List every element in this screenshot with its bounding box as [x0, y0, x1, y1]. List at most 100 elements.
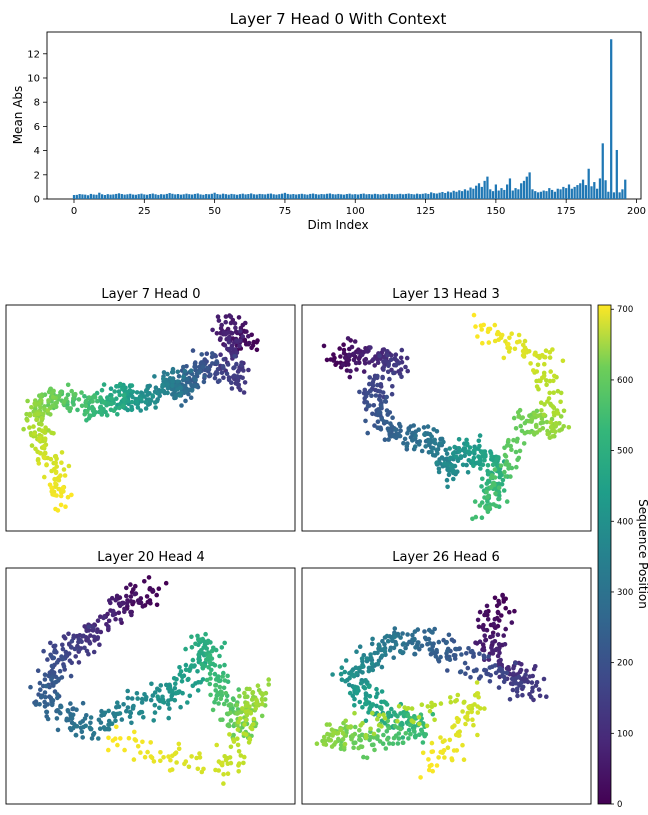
scatter-point: [455, 719, 461, 724]
scatter-point: [106, 735, 111, 741]
bar: [244, 194, 247, 199]
scatter-point: [21, 426, 26, 432]
bar: [221, 193, 225, 199]
scatter-point: [496, 685, 502, 690]
scatter-point: [468, 675, 473, 680]
scatter-point: [128, 599, 134, 604]
scatter-point: [73, 391, 78, 397]
scatter-point: [368, 345, 373, 350]
bar: [435, 193, 438, 199]
scatter-point: [381, 419, 387, 424]
scatter-point: [39, 422, 44, 427]
scatter-point: [107, 598, 112, 603]
scatter-point: [402, 436, 408, 442]
scatter-point: [524, 668, 529, 674]
scatter-point: [362, 387, 368, 393]
bar: [72, 195, 76, 199]
bar: [486, 176, 489, 199]
scatter-point: [391, 655, 397, 660]
scatter-point: [443, 447, 449, 453]
bar: [219, 194, 222, 199]
scatter-point: [534, 424, 539, 430]
bar: [213, 192, 216, 199]
bar: [494, 184, 497, 199]
panel-title-2: Layer 13 Head 3: [392, 287, 499, 302]
scatter-point: [551, 390, 556, 396]
scatter-point: [98, 408, 103, 414]
scatter-point: [365, 390, 371, 396]
scatter-point: [148, 398, 154, 403]
scatter-point: [241, 760, 246, 766]
scatter-point: [148, 697, 154, 703]
scatter-point: [244, 329, 249, 334]
scatter-point: [188, 395, 194, 401]
scatter-point: [341, 350, 347, 356]
scatter-point: [150, 393, 155, 398]
scatter-point: [224, 371, 230, 377]
x-tick-label: 200: [627, 206, 646, 217]
scatter-point: [548, 420, 553, 425]
scatter-point: [426, 767, 432, 773]
scatter-point: [95, 629, 100, 635]
scatter-point: [148, 740, 153, 745]
scatter-point: [128, 582, 133, 587]
scatter-point: [55, 508, 61, 513]
scatter-point: [462, 660, 468, 666]
bar: [520, 183, 523, 199]
bar: [610, 39, 613, 200]
scatter-point: [220, 760, 225, 766]
scatter-point: [260, 701, 265, 707]
scatter-point: [99, 387, 105, 393]
scatter-point: [314, 741, 320, 746]
scatter-point: [87, 639, 92, 644]
scatter-point: [109, 721, 115, 726]
scatter-point: [114, 396, 119, 402]
colorbar-tick-label: 100: [617, 729, 633, 739]
scatter-point: [116, 704, 122, 709]
scatter-point: [331, 358, 337, 363]
bar: [601, 143, 604, 199]
scatter-point: [199, 661, 204, 667]
bar: [621, 189, 624, 199]
scatter-point: [398, 711, 403, 716]
scatter-point: [134, 399, 140, 405]
scatter-point: [401, 440, 406, 446]
scatter-point: [366, 668, 372, 674]
scatter-point: [363, 678, 368, 683]
scatter-point: [37, 450, 43, 456]
scatter-point: [513, 426, 519, 431]
scatter-point: [87, 413, 92, 418]
scatter-point: [229, 380, 234, 386]
scatter-point: [547, 350, 553, 355]
scatter-point: [170, 383, 175, 389]
scatter-point: [342, 669, 348, 675]
scatter-point: [520, 353, 526, 358]
scatter-point: [381, 365, 387, 370]
scatter-point: [45, 716, 51, 722]
scatter-point: [223, 690, 229, 696]
bar: [106, 194, 109, 199]
scatter-point: [207, 681, 213, 687]
scatter-point: [394, 435, 399, 441]
scatter-point: [207, 652, 213, 658]
scatter-point: [83, 403, 89, 409]
scatter-point: [251, 716, 257, 722]
scatter-point: [389, 706, 394, 712]
scatter-point: [204, 351, 210, 357]
scatter-point: [218, 352, 223, 358]
scatter-point: [456, 446, 462, 451]
scatter-point: [48, 412, 53, 417]
scatter-point: [492, 663, 498, 668]
scatter-point: [235, 369, 241, 374]
bar: [176, 194, 180, 199]
bar: [337, 193, 340, 199]
scatter-point: [119, 717, 125, 722]
bar-series: [72, 39, 627, 200]
scatter-point: [486, 340, 492, 345]
scatter-point: [539, 416, 545, 422]
scatter-point: [186, 676, 191, 682]
scatter-point: [409, 706, 415, 711]
scatter-point: [533, 683, 539, 688]
scatter-point: [43, 694, 48, 700]
scatter-point: [436, 639, 442, 645]
